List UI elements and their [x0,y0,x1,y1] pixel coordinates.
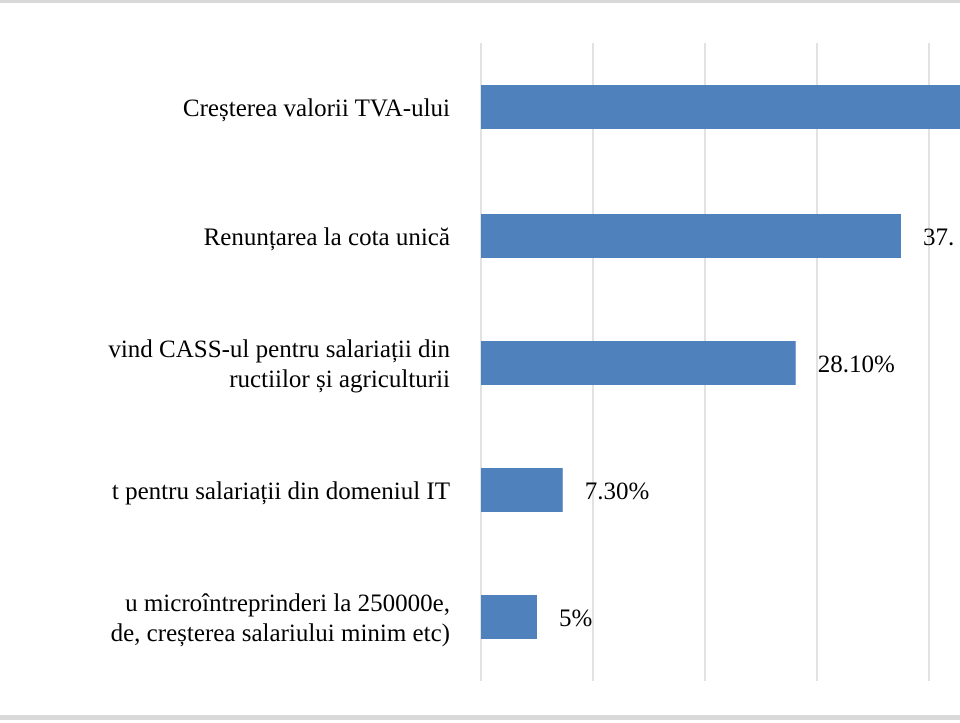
data-label-2: 28.10% [818,351,895,378]
category-label-2-1: ructiilor și agriculturii [229,366,450,393]
bar-0 [481,85,960,129]
category-labels: Creșterea valorii TVA-ului Renunțarea la … [108,95,450,647]
bar-1 [481,214,901,258]
data-label-4: 5% [559,605,592,632]
bars [481,85,960,639]
bar-3 [481,468,563,512]
category-label-3-0: t pentru salariații din domeniul IT [112,478,450,505]
data-labels: 37. 28.10% 7.30% 5% [559,224,954,632]
category-label-4-0: u microîntreprinderi la 250000e, [125,590,450,617]
chart-plot: Creșterea valorii TVA-ului Renunțarea la … [108,43,960,681]
bar-2 [481,341,796,385]
data-label-3: 7.30% [585,478,650,505]
category-label-1-0: Renunțarea la cota unică [204,224,450,251]
category-label-0-0: Creșterea valorii TVA-ului [183,95,450,122]
category-label-2-0: vind CASS-ul pentru salariații din [108,336,450,363]
category-label-4-1: de, creșterea salariului minim etc) [111,620,450,647]
bar-4 [481,595,537,639]
data-label-1: 37. [923,224,954,251]
